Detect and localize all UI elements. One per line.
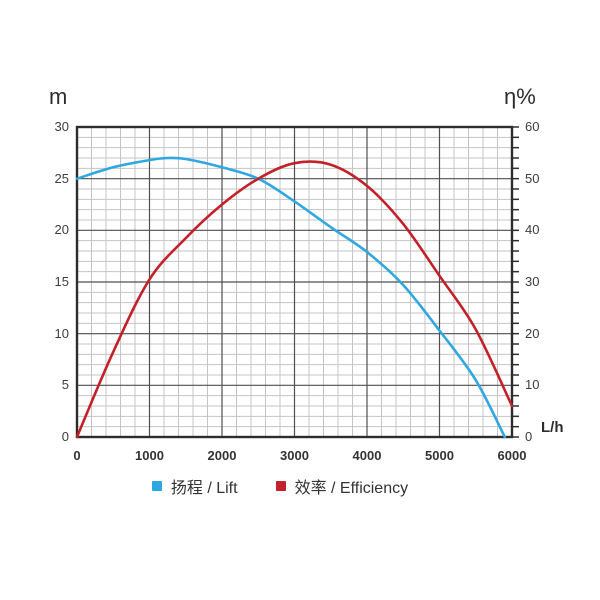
efficiency-color-swatch-icon: [275, 481, 286, 491]
bottom-axis-unit-label: L/h: [541, 419, 564, 436]
y-left-tick-label: 10: [54, 325, 69, 341]
y-right-tick-label: 20: [525, 325, 540, 341]
legend-item-efficiency: 效率 / Efficiency: [275, 474, 409, 498]
series-efficiency-curve: [75, 160, 514, 439]
x-tick-label: 1000: [135, 448, 164, 463]
chart-legend: 扬程 / Lift 效率 / Efficiency: [0, 474, 560, 498]
lift-color-swatch-icon: [151, 481, 162, 491]
y-left-tick-label: 0: [61, 429, 69, 444]
x-tick-label: 4000: [352, 448, 382, 463]
y-right-tick-label: 10: [525, 377, 540, 393]
y-left-tick-label: 15: [54, 274, 69, 289]
left-axis-unit-label: m: [49, 84, 68, 109]
x-tick-label: 0: [73, 448, 81, 463]
x-tick-label: 5000: [425, 448, 454, 463]
y-right-tick-label: 50: [525, 170, 540, 186]
legend-label-efficiency: 效率 / Efficiency: [294, 480, 409, 497]
series-lift-curve: [75, 156, 507, 439]
y-left-tick-label: 5: [61, 377, 69, 393]
legend-item-lift: 扬程 / Lift: [151, 474, 238, 498]
y-left-tick-label: 30: [54, 119, 69, 134]
y-left-tick-label: 25: [54, 170, 69, 186]
legend-label-lift: 扬程 / Lift: [170, 480, 238, 497]
y-right-tick-label: 60: [525, 119, 540, 134]
y-right-tick-label: 30: [525, 274, 540, 289]
plot-frame: [75, 125, 514, 439]
y-right-tick-label: 0: [525, 429, 533, 444]
y-right-tick-label: 40: [525, 222, 540, 238]
y-left-tick-label: 20: [54, 222, 69, 238]
right-axis-unit-label: η%: [504, 84, 536, 109]
x-tick-label: 2000: [207, 448, 237, 463]
x-tick-label: 6000: [497, 448, 527, 463]
x-tick-label: 3000: [280, 448, 309, 463]
